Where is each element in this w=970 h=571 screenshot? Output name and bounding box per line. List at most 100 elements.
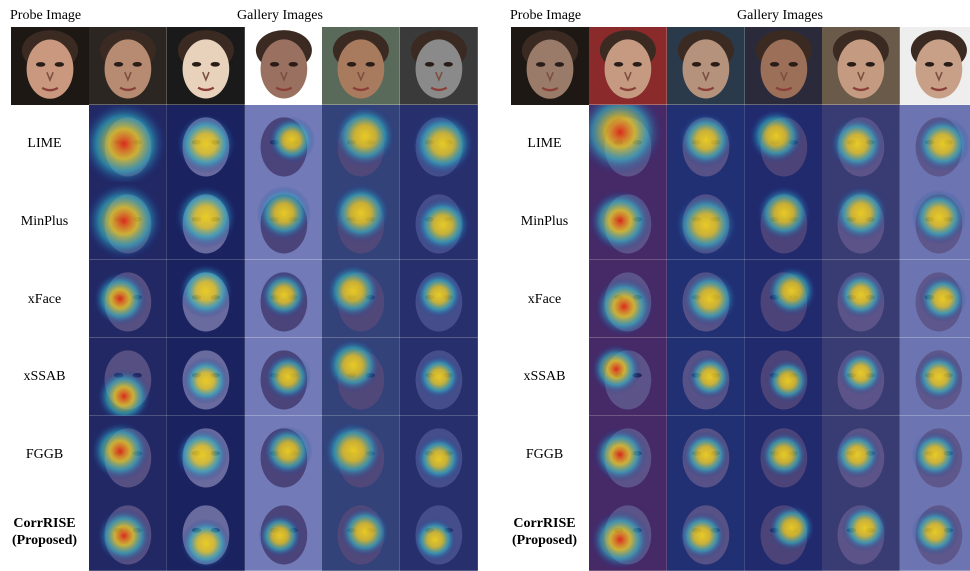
method-label: FGGB	[0, 446, 89, 463]
saliency-map	[900, 415, 970, 494]
saliency-map	[166, 493, 245, 571]
saliency-map	[744, 493, 823, 571]
gallery-images-header: Gallery Images	[737, 8, 823, 23]
method-label: FGGB	[500, 446, 589, 463]
saliency-map	[822, 337, 901, 416]
saliency-map	[666, 415, 745, 494]
method-label-line2: (Proposed)	[11, 533, 78, 549]
saliency-map	[666, 493, 745, 571]
saliency-map	[244, 182, 323, 261]
saliency-map	[744, 104, 823, 183]
gallery-image	[822, 27, 901, 105]
panel-right: Probe Image Gallery Images LIME MinPlus xF…	[500, 0, 970, 571]
saliency-map	[589, 182, 667, 261]
saliency-map	[322, 182, 401, 261]
saliency-map	[822, 104, 901, 183]
method-label: MinPlus	[500, 213, 589, 230]
saliency-map	[322, 337, 401, 416]
saliency-map	[822, 260, 901, 338]
method-label-line1: xFace	[527, 291, 562, 307]
method-label: CorrRISE (Proposed)	[500, 515, 589, 549]
saliency-map	[166, 337, 245, 416]
saliency-map	[166, 415, 245, 494]
saliency-map	[744, 415, 823, 494]
method-label-line1: FGGB	[25, 446, 64, 462]
saliency-map	[400, 260, 478, 338]
saliency-map	[822, 493, 901, 571]
saliency-map	[666, 182, 745, 261]
saliency-map	[822, 182, 901, 261]
method-label-line1: CorrRISE	[513, 516, 576, 532]
saliency-map	[589, 104, 667, 183]
probe-image-header: Probe Image	[10, 8, 82, 23]
saliency-map	[589, 415, 667, 494]
saliency-map	[589, 337, 667, 416]
probe-image-header: Probe Image	[510, 8, 582, 23]
method-label-line1: CorrRISE	[13, 516, 76, 532]
method-label-line2: (Proposed)	[511, 533, 578, 549]
saliency-map	[589, 260, 667, 338]
saliency-map	[166, 104, 245, 183]
gallery-image	[666, 27, 745, 105]
saliency-map	[400, 182, 478, 261]
saliency-map	[900, 493, 970, 571]
saliency-map	[900, 260, 970, 338]
saliency-map	[822, 415, 901, 494]
method-label: LIME	[0, 135, 89, 152]
saliency-map	[400, 104, 478, 183]
saliency-map	[744, 182, 823, 261]
saliency-map	[166, 182, 245, 261]
method-label-line1: LIME	[527, 136, 562, 152]
saliency-map	[322, 493, 401, 571]
saliency-grid	[89, 27, 478, 571]
saliency-map	[244, 415, 323, 494]
gallery-image	[589, 27, 667, 105]
probe-image	[511, 27, 589, 105]
saliency-map	[244, 337, 323, 416]
gallery-image	[900, 27, 970, 105]
method-label: xFace	[0, 291, 89, 308]
method-label: xFace	[500, 291, 589, 308]
saliency-map	[89, 415, 167, 494]
saliency-map	[322, 104, 401, 183]
saliency-map	[322, 415, 401, 494]
method-label-line1: FGGB	[525, 446, 564, 462]
saliency-map	[589, 493, 667, 571]
saliency-map	[666, 104, 745, 183]
method-label: MinPlus	[0, 213, 89, 230]
saliency-map	[400, 493, 478, 571]
saliency-map	[244, 493, 323, 571]
saliency-grid	[589, 27, 970, 571]
method-label: xSSAB	[0, 368, 89, 385]
gallery-image	[166, 27, 245, 105]
saliency-map	[89, 182, 167, 261]
saliency-map	[744, 260, 823, 338]
saliency-map	[744, 337, 823, 416]
saliency-map	[244, 104, 323, 183]
method-label-line1: MinPlus	[520, 213, 569, 229]
saliency-map	[89, 104, 167, 183]
saliency-map	[666, 260, 745, 338]
saliency-map	[89, 260, 167, 338]
gallery-image	[244, 27, 323, 105]
saliency-map	[900, 337, 970, 416]
gallery-image	[744, 27, 823, 105]
saliency-map	[244, 260, 323, 338]
method-label-line1: MinPlus	[20, 213, 69, 229]
saliency-map	[89, 337, 167, 416]
saliency-map	[400, 337, 478, 416]
method-label: xSSAB	[500, 368, 589, 385]
method-label-line1: xSSAB	[23, 369, 66, 385]
method-label-line1: xFace	[27, 291, 62, 307]
saliency-map	[322, 260, 401, 338]
gallery-image	[322, 27, 401, 105]
method-label-line1: LIME	[27, 136, 62, 152]
probe-image	[11, 27, 89, 105]
saliency-map	[666, 337, 745, 416]
saliency-map	[900, 104, 970, 183]
gallery-image	[89, 27, 167, 105]
saliency-map	[400, 415, 478, 494]
saliency-map	[89, 493, 167, 571]
method-label-line1: xSSAB	[523, 369, 566, 385]
method-label: LIME	[500, 135, 589, 152]
